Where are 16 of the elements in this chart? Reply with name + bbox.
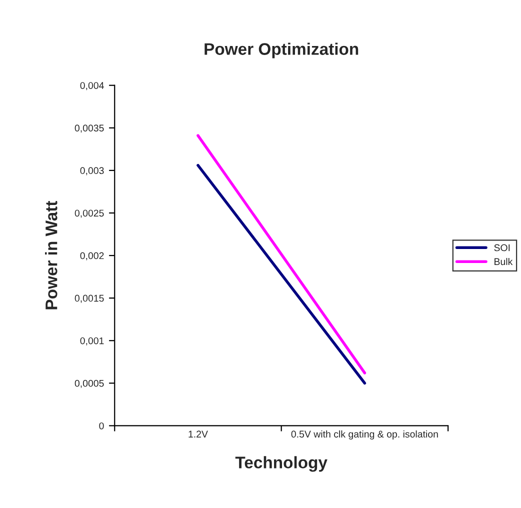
y-tick-label: 0,0025 bbox=[74, 210, 104, 218]
y-tick-label: 0,001 bbox=[80, 337, 104, 346]
x-axis-title: Technology bbox=[235, 456, 328, 472]
y-axis-title: Power in Watt bbox=[45, 200, 58, 310]
legend-label: Bulk bbox=[494, 258, 513, 266]
x-tick-label: 0.5V with clk gating & op. isolation bbox=[291, 430, 438, 440]
y-tick-label: 0,004 bbox=[80, 82, 104, 90]
chart-title: Power Optimization bbox=[204, 42, 358, 58]
legend-label: SOI bbox=[494, 244, 510, 252]
y-tick-label: 0,002 bbox=[80, 252, 104, 260]
y-tick-label: 0,003 bbox=[80, 167, 104, 176]
y-tick-label: 0,0035 bbox=[74, 124, 104, 133]
x-tick-label: 1.2V bbox=[188, 430, 208, 438]
y-tick-label: 0,0005 bbox=[74, 380, 104, 388]
y-tick-label: 0 bbox=[99, 422, 104, 430]
y-tick-label: 0,0015 bbox=[74, 294, 104, 303]
